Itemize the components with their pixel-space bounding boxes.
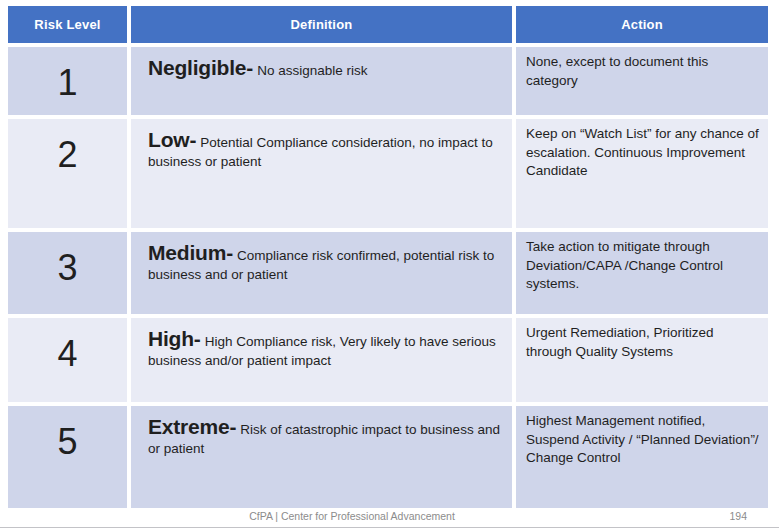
risk-level-cell: 1 — [8, 47, 127, 115]
risk-level-cell: 3 — [8, 232, 127, 314]
definition-term: Extreme- — [148, 415, 236, 438]
definition-cell: High-High Compliance risk, Very likely t… — [131, 318, 512, 402]
footer-text: CfPA | Center for Professional Advanceme… — [249, 510, 455, 522]
action-cell: None, except to document this category — [516, 47, 768, 115]
action-cell: Urgent Remediation, Prioritized through … — [516, 318, 768, 402]
definition-text: Potential Compliance consideration, no i… — [148, 135, 493, 169]
action-cell: Keep on “Watch List” for any chance of e… — [516, 119, 768, 228]
definition-cell: Low-Potential Compliance consideration, … — [131, 119, 512, 228]
risk-level-cell: 5 — [8, 406, 127, 508]
definition-text: No assignable risk — [257, 63, 367, 78]
column-header-definition: Definition — [131, 6, 512, 43]
column-header-risk-level: Risk Level — [8, 6, 127, 43]
slide-bottom-edge — [0, 527, 779, 528]
action-cell: Take action to mitigate through Deviatio… — [516, 232, 768, 314]
risk-matrix-table: Risk Level Definition Action 1 Negligibl… — [8, 6, 768, 508]
definition-term: High- — [148, 327, 201, 350]
definition-cell: Extreme-Risk of catastrophic impact to b… — [131, 406, 512, 508]
risk-level-cell: 4 — [8, 318, 127, 402]
page-number: 194 — [729, 510, 747, 522]
risk-level-cell: 2 — [8, 119, 127, 228]
action-cell: Highest Management notified, Suspend Act… — [516, 406, 768, 508]
definition-cell: Medium-Compliance risk confirmed, potent… — [131, 232, 512, 314]
definition-term: Low- — [148, 128, 196, 151]
definition-cell: Negligible- No assignable risk — [131, 47, 512, 115]
column-header-action: Action — [516, 6, 768, 43]
slide: Risk Level Definition Action 1 Negligibl… — [0, 0, 779, 529]
definition-term: Medium- — [148, 241, 233, 264]
definition-term: Negligible- — [148, 56, 253, 79]
